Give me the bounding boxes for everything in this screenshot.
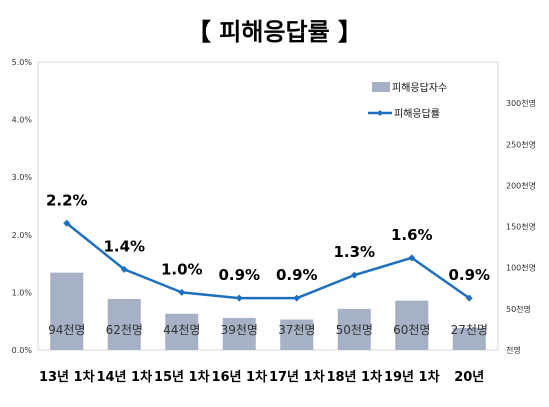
bar-value-label: 37천명 <box>278 322 315 337</box>
rate-value-label: 0.9% <box>276 266 318 284</box>
left-axis-tick-label: 3.0% <box>12 173 33 182</box>
rate-point <box>235 294 243 302</box>
right-axis-tick-label: 100천명 <box>506 263 536 273</box>
category-label: 15년 1차 <box>154 369 210 385</box>
category-label: 19년 1차 <box>384 369 440 385</box>
category-label: 17년 1차 <box>269 369 325 385</box>
category-label: 18년 1차 <box>326 369 382 385</box>
right-axis-tick-label: 천명 <box>506 345 521 355</box>
bar-value-label: 50천명 <box>336 322 373 337</box>
rate-value-label: 0.9% <box>218 266 260 284</box>
bar-value-label: 39천명 <box>221 322 258 337</box>
bar <box>222 317 256 350</box>
right-axis-tick-label: 50천명 <box>506 304 531 314</box>
rate-point <box>465 294 473 302</box>
line-series: 2.2% 1.4% 1.0% 0.9% 0.9% 1.3% 1.6% 0.9% <box>46 191 490 302</box>
bar <box>280 319 314 350</box>
bar-series: 94천명 62천명 44천명 39천명 37천명 50천명 60천명 27천명 <box>48 272 488 350</box>
bar-value-label: 44천명 <box>163 322 200 337</box>
category-label: 14년 1차 <box>96 369 152 385</box>
category-label: 20년 <box>454 370 484 385</box>
left-axis-tick-label: 1.0% <box>12 288 33 297</box>
bar <box>452 327 486 350</box>
left-axis-tick-label: 5.0% <box>12 58 33 67</box>
left-axis-tick-label: 2.0% <box>12 231 33 240</box>
right-axis-tick-label: 250천명 <box>506 139 536 149</box>
rate-value-label: 1.6% <box>391 226 433 244</box>
rate-point <box>178 288 186 296</box>
bar <box>337 308 371 350</box>
bar <box>107 298 141 350</box>
bar-value-label: 60천명 <box>393 322 430 337</box>
legend: 피해응답자수 피해응답률 <box>368 81 447 120</box>
rate-value-label: 1.0% <box>161 260 203 278</box>
rate-value-label: 0.9% <box>448 266 490 284</box>
rate-point <box>120 265 128 273</box>
right-axis-tick-label: 300천명 <box>506 98 536 108</box>
chart-title: 【 피해응답률 】 <box>187 18 362 46</box>
bar <box>395 300 429 350</box>
bar-value-label: 94천명 <box>48 322 85 337</box>
bar-value-label: 27천명 <box>451 322 488 337</box>
bar <box>50 272 84 350</box>
rate-point <box>293 294 301 302</box>
rate-point <box>63 219 71 227</box>
left-axis-tick-label: 4.0% <box>12 116 33 125</box>
legend-line-marker <box>377 110 383 116</box>
rate-value-label: 1.4% <box>103 237 145 255</box>
category-axis: 13년 1차 14년 1차 15년 1차 16년 1차 17년 1차 18년 1차 19년 … <box>39 369 484 385</box>
category-label: 13년 1차 <box>39 369 95 385</box>
bar <box>165 313 199 350</box>
right-axis-tick-label: 150천명 <box>506 222 536 232</box>
legend-bar-label: 피해응답자수 <box>392 81 447 94</box>
right-axis-tick-label: 200천명 <box>506 180 536 190</box>
left-axis-tick-label: 0.0% <box>12 346 33 355</box>
rate-point <box>408 254 416 262</box>
rate-value-label: 1.3% <box>333 243 375 261</box>
bar-value-label: 62천명 <box>106 322 143 337</box>
rate-point <box>350 271 358 279</box>
right-axis: 천명 50천명 100천명 150천명 200천명 250천명 300천명 <box>506 98 536 355</box>
left-axis: 0.0% 1.0% 2.0% 3.0% 4.0% 5.0% <box>12 58 33 355</box>
rate-value-label: 2.2% <box>46 191 88 209</box>
legend-line-label: 피해응답률 <box>394 107 440 120</box>
category-label: 16년 1차 <box>211 369 267 385</box>
plot-area <box>37 61 499 351</box>
rate-line <box>65 222 470 300</box>
legend-bar-swatch <box>372 82 390 92</box>
